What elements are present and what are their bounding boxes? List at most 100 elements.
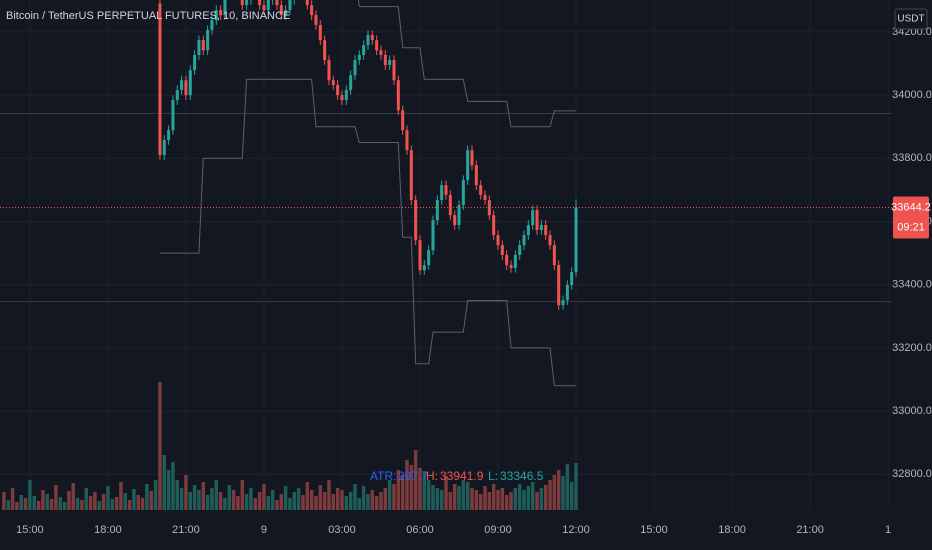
candle-body: [357, 54, 361, 61]
volume-bar: [539, 488, 544, 510]
volume-bar: [548, 480, 552, 510]
candle-body: [561, 300, 565, 306]
volume-bar: [54, 485, 58, 510]
volume-bar: [474, 490, 479, 510]
volume-bar: [184, 475, 188, 510]
volume-bar: [244, 494, 249, 510]
volume-bar: [543, 485, 548, 510]
volume-bar: [322, 492, 327, 510]
currency[interactable]: USDT: [897, 14, 924, 25]
x-tick-label: 15:00: [640, 524, 668, 536]
volume-bar: [405, 460, 409, 510]
volume-bar: [301, 495, 305, 510]
x-tick-label: 12:00: [562, 524, 590, 536]
volume-bar: [374, 496, 379, 510]
volume-bar: [15, 502, 19, 510]
channel-line: [159, 78, 576, 387]
volume-bar: [136, 495, 140, 510]
candle-body: [184, 80, 188, 96]
volume-bar: [32, 496, 36, 510]
volume-bar: [340, 490, 344, 510]
volume-bar: [504, 495, 509, 510]
candle-body: [370, 35, 374, 41]
candle-body: [474, 165, 478, 186]
volume-bar: [179, 488, 184, 510]
candle-body: [418, 240, 422, 271]
volume-bar: [75, 498, 80, 510]
volume-bar: [210, 488, 214, 510]
candle-body: [505, 255, 509, 266]
candle-body: [492, 215, 496, 236]
candle-body: [405, 130, 409, 151]
candle-body: [427, 250, 431, 266]
volume-bar: [435, 488, 440, 510]
x-tick-label: 9: [261, 524, 267, 536]
volume-bar: [149, 491, 154, 510]
volume-bar: [335, 488, 340, 510]
volume-bar: [188, 492, 193, 510]
volume-bar: [28, 480, 32, 510]
volume-bar: [496, 490, 500, 510]
candle-body: [340, 95, 344, 101]
volume-bar: [400, 475, 405, 510]
volume-bar: [153, 480, 158, 510]
volume-bar: [88, 496, 93, 510]
volume-bar: [426, 480, 431, 510]
x-tick-label: 09:00: [484, 524, 512, 536]
candle-body: [318, 24, 322, 41]
volume-bar: [296, 488, 301, 510]
candle-body: [435, 200, 439, 221]
volume-bar: [314, 496, 318, 510]
candle-body: [175, 90, 179, 101]
candle-body: [158, 3, 162, 156]
candle-body: [414, 200, 418, 241]
volume-bar: [119, 482, 123, 510]
candle-body: [188, 70, 192, 96]
volume-bar: [517, 484, 522, 510]
candle-body: [479, 185, 483, 195]
volume-bar: [465, 482, 470, 510]
volume-bar: [530, 482, 535, 510]
currency-box[interactable]: [894, 8, 928, 30]
candle-body: [396, 80, 400, 111]
volume-bar: [101, 494, 106, 510]
volume-bar: [249, 488, 253, 510]
volume-bar: [444, 476, 448, 510]
candle-body: [518, 245, 522, 255]
candle-body: [331, 80, 335, 85]
candle-body: [310, 5, 314, 16]
volume-bar: [383, 488, 388, 510]
volume-bar: [19, 495, 23, 510]
candle-body: [574, 207, 578, 273]
candle-body: [496, 235, 500, 246]
candle-body: [275, 0, 279, 6]
y-tick-label: 33800.0: [892, 152, 932, 164]
x-tick-label: 21:00: [796, 524, 824, 536]
candle-body: [548, 235, 552, 246]
x-tick-label: 18:00: [718, 524, 746, 536]
volume-bar: [309, 490, 314, 510]
volume-bar: [439, 490, 444, 510]
indicator-high: 33941.9: [440, 469, 484, 483]
volume-bar: [431, 485, 435, 510]
volume-bar: [353, 484, 357, 510]
candle-body: [440, 185, 444, 201]
volume-bar: [522, 490, 526, 510]
candle-body: [557, 265, 561, 306]
volume-bar: [132, 489, 136, 510]
candle-body: [223, 0, 227, 16]
candle-body: [349, 75, 353, 91]
volume-bar: [175, 480, 180, 510]
volume-bar: [231, 490, 236, 510]
volume-bar: [114, 497, 119, 510]
x-tick-label: 1: [885, 524, 891, 536]
volume-bar: [513, 488, 518, 510]
volume-bar: [457, 486, 461, 510]
candle-body: [466, 150, 470, 181]
axes: 32800.033000.033200.033400.033600.033800…: [16, 26, 932, 536]
volume-bar: [331, 494, 336, 510]
candle-body: [483, 194, 487, 201]
volume-bar: [357, 498, 362, 510]
volume-bar: [535, 492, 539, 510]
